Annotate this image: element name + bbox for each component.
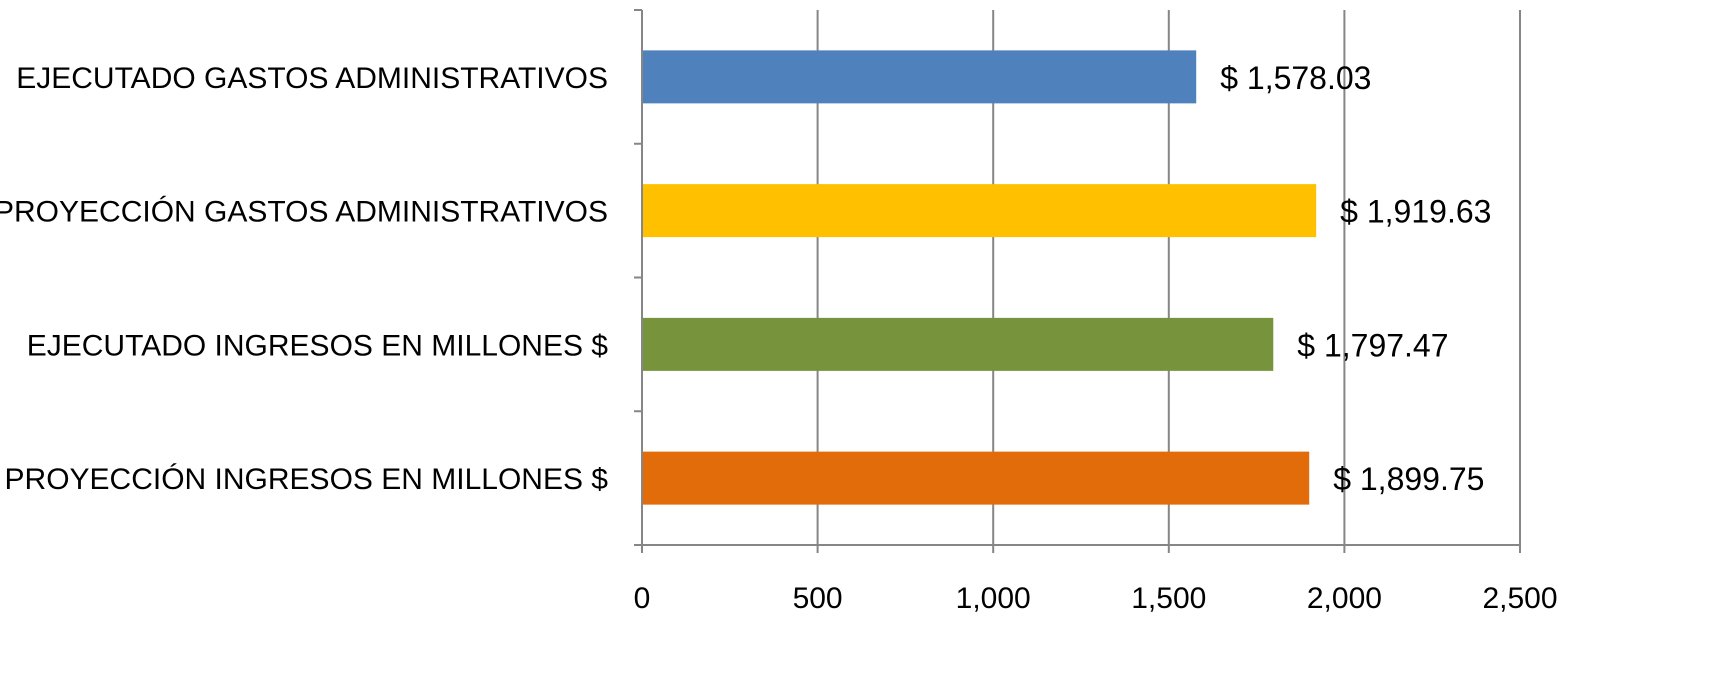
bar-2 (642, 317, 1274, 371)
data-label-3: $ 1,899.75 (1333, 461, 1484, 497)
x-tick-label-4: 2,000 (1307, 582, 1382, 615)
bars (642, 50, 1317, 505)
bar-3 (642, 451, 1310, 505)
data-label-2: $ 1,797.47 (1297, 327, 1448, 363)
category-label-2: EJECUTADO INGRESOS EN MILLONES $ (27, 329, 609, 362)
x-tick-label-1: 500 (793, 582, 843, 615)
bar-1 (642, 184, 1317, 238)
labels: 0 500 1,000 1,500 2,000 2,500 EJECUTADO GASTOS… (0, 60, 1558, 615)
category-label-0: EJECUTADO GASTOS ADMINISTRATIVOS (16, 62, 608, 95)
axes (634, 9, 1521, 553)
category-label-3: PROYECCIÓN INGRESOS EN MILLONES $ (5, 463, 609, 496)
x-tick-label-0: 0 (634, 582, 651, 615)
x-tick-label-2: 1,000 (956, 582, 1031, 615)
data-label-0: $ 1,578.03 (1220, 60, 1371, 96)
category-label-1: PROYECCIÓN GASTOS ADMINISTRATIVOS (0, 196, 608, 229)
x-tick-label-3: 1,500 (1131, 582, 1206, 615)
bar-0 (642, 50, 1197, 104)
data-label-1: $ 1,919.63 (1340, 194, 1491, 230)
x-tick-label-5: 2,500 (1482, 582, 1557, 615)
